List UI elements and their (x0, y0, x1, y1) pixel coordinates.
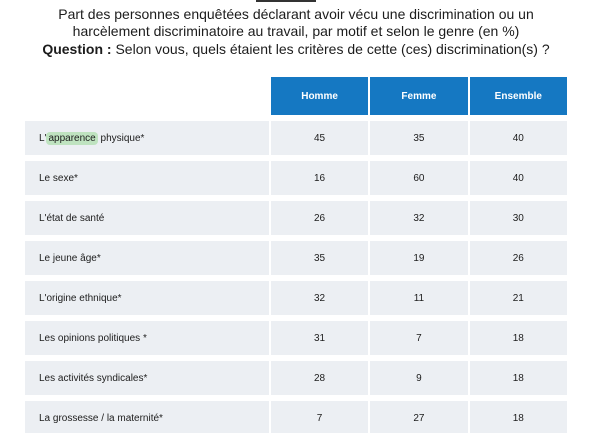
value-ensemble: 40 (467, 155, 567, 195)
table-row: Le jeune âge* 35 19 26 (25, 235, 567, 275)
value-homme: 31 (268, 315, 369, 355)
value-homme: 28 (268, 355, 369, 395)
question-line: Question : Selon vous, quels étaient les… (0, 41, 592, 58)
table-row: Les activités syndicales* 28 9 18 (25, 355, 567, 395)
value-ensemble: 18 (467, 355, 567, 395)
table-heading: Part des personnes enquêtées déclarant a… (0, 6, 592, 58)
table-title: Part des personnes enquêtées déclarant a… (58, 6, 534, 39)
value-ensemble: 40 (467, 115, 567, 155)
row-label: Le sexe* (25, 155, 269, 195)
value-femme: 9 (368, 355, 468, 395)
row-label: Les activités syndicales* (25, 355, 269, 395)
highlighted-word: apparence (46, 131, 98, 145)
column-header-homme: Homme (268, 77, 369, 115)
column-header-femme: Femme (368, 77, 468, 115)
value-ensemble: 18 (467, 315, 567, 355)
value-homme: 16 (268, 155, 369, 195)
value-ensemble: 18 (467, 395, 567, 433)
value-femme: 35 (368, 115, 468, 155)
row-label: Le jeune âge* (25, 235, 269, 275)
table-row: La grossesse / la maternité* 7 27 18 (25, 395, 567, 433)
value-femme: 19 (368, 235, 468, 275)
row-label: L'origine ethnique* (25, 275, 269, 315)
row-label: L' apparence physique* (25, 115, 269, 155)
value-femme: 60 (368, 155, 468, 195)
value-ensemble: 26 (467, 235, 567, 275)
value-femme: 27 (368, 395, 468, 433)
question-label: Question : (42, 41, 112, 57)
column-header-ensemble: Ensemble (467, 77, 567, 115)
value-femme: 7 (368, 315, 468, 355)
top-divider (256, 0, 316, 2)
row-label-prefix: L' (39, 132, 47, 144)
table-header-row: Homme Femme Ensemble (25, 77, 567, 115)
table-row: L'état de santé 26 32 30 (25, 195, 567, 235)
value-femme: 32 (368, 195, 468, 235)
header-blank-cell (25, 77, 269, 115)
value-femme: 11 (368, 275, 468, 315)
question-text: Selon vous, quels étaient les critères d… (115, 41, 550, 57)
value-ensemble: 21 (467, 275, 567, 315)
value-ensemble: 30 (467, 195, 567, 235)
value-homme: 45 (268, 115, 369, 155)
row-label: La grossesse / la maternité* (25, 395, 269, 433)
row-label: L'état de santé (25, 195, 269, 235)
table-row: Le sexe* 16 60 40 (25, 155, 567, 195)
table-row: Les opinions politiques * 31 7 18 (25, 315, 567, 355)
discrimination-table: Homme Femme Ensemble L' apparence physiqu… (25, 77, 567, 433)
value-homme: 35 (268, 235, 369, 275)
table-row: L' apparence physique* 45 35 40 (25, 115, 567, 155)
row-label-suffix: physique* (97, 132, 145, 144)
table-row: L'origine ethnique* 32 11 21 (25, 275, 567, 315)
value-homme: 26 (268, 195, 369, 235)
row-label: Les opinions politiques * (25, 315, 269, 355)
value-homme: 7 (268, 395, 369, 433)
value-homme: 32 (268, 275, 369, 315)
